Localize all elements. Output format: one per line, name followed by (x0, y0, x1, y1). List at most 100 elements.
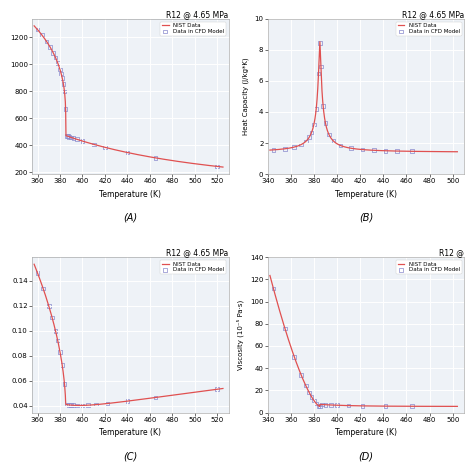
Data in CFD Model (347, 145, 355, 152)
Data in CFD Model (54, 337, 62, 345)
Data in CFD Model (52, 54, 59, 61)
NIST Data (80, 402, 86, 408)
Data in CFD Model (382, 402, 390, 410)
Data in CFD Model (305, 133, 313, 141)
X-axis label: Temperature (K): Temperature (K) (99, 190, 161, 199)
NIST Data (455, 403, 460, 409)
NIST Data (158, 394, 164, 400)
Data in CFD Model (302, 137, 310, 145)
Data in CFD Model (337, 142, 344, 149)
NIST Data (65, 133, 71, 139)
Data in CFD Model (58, 362, 66, 369)
Line: NIST Data: NIST Data (34, 264, 223, 405)
Line: NIST Data: NIST Data (270, 42, 457, 152)
Data in CFD Model (65, 133, 73, 140)
Data in CFD Model (333, 401, 341, 409)
Legend: NIST Data, Data in CFD Model: NIST Data, Data in CFD Model (396, 22, 462, 36)
Data in CFD Model (90, 141, 98, 148)
Data in CFD Model (322, 401, 329, 409)
Data in CFD Model (70, 135, 77, 142)
Data in CFD Model (92, 401, 100, 409)
X-axis label: Temperature (K): Temperature (K) (335, 428, 397, 437)
Data in CFD Model (63, 401, 71, 409)
Data in CFD Model (45, 302, 53, 310)
NIST Data (80, 138, 85, 144)
NIST Data (31, 261, 37, 267)
NIST Data (409, 403, 414, 409)
Y-axis label: Viscosity (10⁻⁵ Pa·s): Viscosity (10⁻⁵ Pa·s) (237, 300, 245, 370)
Data in CFD Model (297, 371, 305, 379)
Data in CFD Model (316, 402, 323, 410)
Data in CFD Model (152, 154, 159, 162)
Data in CFD Model (56, 348, 64, 356)
NIST Data (279, 146, 284, 152)
Data in CFD Model (345, 402, 352, 410)
Data in CFD Model (325, 131, 333, 138)
Data in CFD Model (79, 401, 86, 409)
NIST Data (428, 149, 434, 155)
X-axis label: Temperature (K): Temperature (K) (335, 190, 397, 199)
Data in CFD Model (322, 119, 329, 127)
Data in CFD Model (34, 269, 41, 277)
Data in CFD Model (302, 382, 310, 390)
Data in CFD Model (65, 401, 73, 409)
NIST Data (267, 147, 273, 153)
Data in CFD Model (48, 314, 56, 321)
Data in CFD Model (56, 66, 64, 73)
NIST Data (455, 149, 460, 155)
Text: R12 @ 4.65 MPa: R12 @ 4.65 MPa (166, 10, 228, 18)
NIST Data (267, 273, 273, 278)
Data in CFD Model (315, 402, 322, 410)
Data in CFD Model (328, 401, 335, 409)
Data in CFD Model (297, 141, 305, 148)
NIST Data (173, 158, 179, 164)
Data in CFD Model (319, 102, 327, 110)
Data in CFD Model (409, 147, 416, 155)
Data in CFD Model (124, 397, 131, 405)
Data in CFD Model (67, 134, 75, 141)
Text: R12 @: R12 @ (439, 248, 464, 257)
Data in CFD Model (61, 380, 68, 388)
Data in CFD Model (315, 70, 322, 77)
Data in CFD Model (270, 285, 277, 292)
Data in CFD Model (308, 393, 315, 401)
NIST Data (157, 156, 163, 162)
Data in CFD Model (61, 88, 68, 95)
NIST Data (381, 148, 387, 154)
Legend: NIST Data, Data in CFD Model: NIST Data, Data in CFD Model (396, 260, 462, 274)
Data in CFD Model (308, 128, 315, 136)
Data in CFD Model (359, 402, 366, 410)
NIST Data (387, 148, 392, 154)
Data in CFD Model (312, 105, 320, 113)
NIST Data (376, 148, 382, 154)
Data in CFD Model (124, 149, 131, 156)
Data in CFD Model (270, 146, 277, 154)
NIST Data (392, 403, 398, 409)
Data in CFD Model (62, 105, 69, 112)
Data in CFD Model (34, 26, 41, 34)
NIST Data (410, 148, 415, 154)
Data in CFD Model (43, 37, 50, 45)
Data in CFD Model (291, 143, 298, 151)
Data in CFD Model (101, 144, 109, 151)
NIST Data (220, 164, 226, 170)
Data in CFD Model (213, 385, 221, 393)
Line: NIST Data: NIST Data (270, 275, 457, 406)
Data in CFD Model (359, 146, 366, 154)
Legend: NIST Data, Data in CFD Model: NIST Data, Data in CFD Model (160, 260, 226, 274)
Data in CFD Model (79, 137, 86, 145)
Data in CFD Model (73, 136, 81, 143)
NIST Data (65, 402, 71, 408)
Data in CFD Model (291, 353, 298, 360)
NIST Data (220, 386, 226, 392)
NIST Data (300, 377, 306, 383)
Text: R12 @ 4.65 MPa: R12 @ 4.65 MPa (402, 10, 464, 18)
Data in CFD Model (103, 400, 111, 407)
Data in CFD Model (316, 39, 323, 47)
Data in CFD Model (58, 74, 66, 82)
Text: (A): (A) (123, 213, 137, 223)
Data in CFD Model (305, 389, 313, 396)
Data in CFD Model (67, 401, 75, 409)
NIST Data (378, 403, 383, 409)
X-axis label: Temperature (K): Temperature (K) (99, 428, 161, 437)
